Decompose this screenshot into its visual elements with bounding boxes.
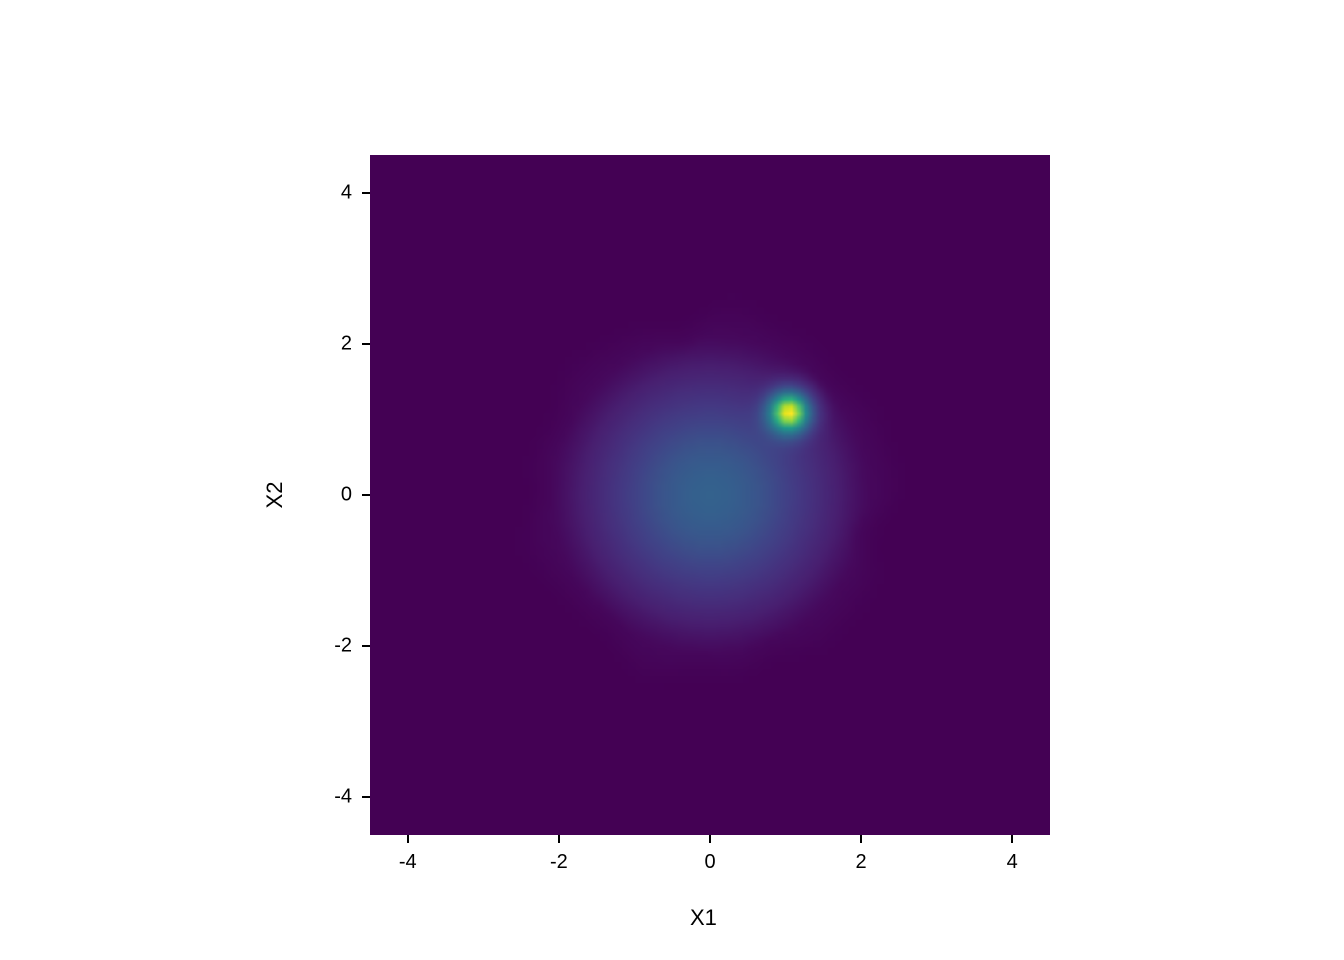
x-tick-mark bbox=[860, 835, 862, 843]
x-axis-label: X1 bbox=[690, 905, 717, 931]
x-tick-mark bbox=[1011, 835, 1013, 843]
y-tick-label: 4 bbox=[341, 181, 352, 204]
heatmap-canvas bbox=[370, 155, 1050, 835]
y-tick-label: 0 bbox=[341, 484, 352, 507]
x-tick-label: 2 bbox=[856, 851, 867, 874]
y-axis-label: X2 bbox=[262, 482, 288, 509]
plot-area bbox=[370, 155, 1050, 835]
y-tick-label: 2 bbox=[341, 332, 352, 355]
y-tick-mark bbox=[362, 796, 370, 798]
x-tick-mark bbox=[558, 835, 560, 843]
y-tick-mark bbox=[362, 343, 370, 345]
x-tick-mark bbox=[407, 835, 409, 843]
y-tick-label: -2 bbox=[334, 635, 352, 658]
x-tick-label: 0 bbox=[704, 851, 715, 874]
x-tick-label: 4 bbox=[1007, 851, 1018, 874]
y-tick-mark bbox=[362, 192, 370, 194]
y-tick-label: -4 bbox=[334, 786, 352, 809]
density-heatmap-figure: X1 X2 -4 -2 0 2 4 -4 -2 0 2 4 bbox=[0, 0, 1344, 960]
y-tick-mark bbox=[362, 645, 370, 647]
x-tick-label: -4 bbox=[399, 851, 417, 874]
x-tick-mark bbox=[709, 835, 711, 843]
x-tick-label: -2 bbox=[550, 851, 568, 874]
y-tick-mark bbox=[362, 494, 370, 496]
